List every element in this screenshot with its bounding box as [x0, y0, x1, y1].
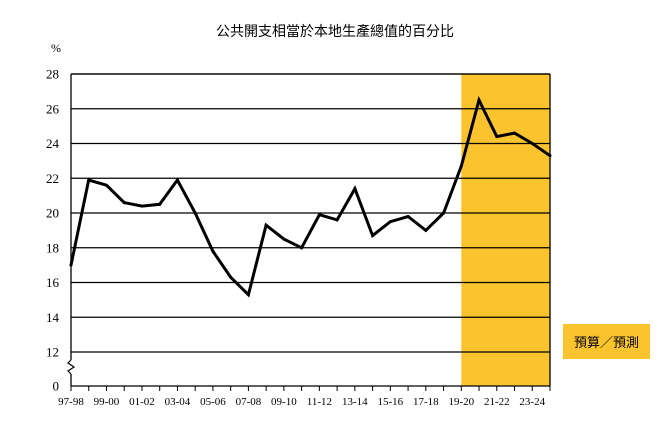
data-point [388, 220, 392, 224]
data-point [158, 202, 162, 206]
data-point [495, 135, 499, 139]
data-point [442, 211, 446, 215]
data-point [513, 131, 517, 135]
data-point [140, 204, 144, 208]
y-tick-label: 18 [46, 240, 59, 255]
data-point [353, 187, 357, 191]
data-point [87, 178, 91, 182]
data-point [530, 142, 534, 145]
chart-title: 公共開支相當於本地生產總值的百分比 [216, 24, 454, 40]
x-tick-label: 97-98 [58, 396, 84, 408]
y-tick-label: 14 [46, 310, 60, 325]
data-point [477, 98, 481, 102]
data-point [122, 201, 126, 205]
data-point [371, 234, 375, 238]
forecast-band [461, 74, 550, 386]
x-tick-label: 99-00 [94, 396, 120, 408]
y-tick-label: 16 [46, 275, 60, 290]
y-tick-label: 20 [46, 206, 59, 221]
x-tick-label: 09-10 [271, 396, 297, 408]
data-point [211, 249, 215, 253]
data-point [229, 275, 233, 279]
data-point [104, 183, 108, 187]
y-tick-label: 28 [46, 67, 59, 82]
data-point [282, 237, 286, 241]
forecast-legend: 預算／預測 [563, 324, 650, 359]
y-axis-label: % [51, 41, 61, 55]
x-tick-label: 13-14 [342, 396, 368, 408]
x-tick-label: 01-02 [129, 396, 155, 408]
series-line [69, 95, 551, 298]
data-point [335, 218, 339, 222]
data-point [317, 213, 321, 217]
x-tick-label: 03-04 [165, 396, 191, 408]
x-tick-label: 05-06 [200, 396, 226, 408]
data-point [193, 211, 197, 215]
x-tick-label: 21-22 [484, 396, 510, 408]
data-point [264, 223, 268, 227]
y-tick-label: 24 [46, 136, 60, 151]
x-tick-label: 19-20 [448, 396, 474, 408]
legend-label: 預算／預測 [573, 336, 639, 351]
data-point [300, 246, 304, 250]
data-point [246, 293, 250, 297]
y-tick-label: 26 [46, 101, 60, 116]
x-tick-label: 15-16 [377, 396, 403, 408]
data-point [406, 214, 410, 218]
x-tick-label: 17-18 [413, 396, 439, 408]
data-point [459, 164, 463, 168]
data-point [175, 178, 179, 182]
x-tick-label: 23-24 [519, 396, 545, 408]
y-tick-label: 22 [46, 171, 59, 186]
x-tick-label: 11-12 [307, 396, 332, 408]
y-axis-break [67, 359, 76, 375]
data-point [69, 263, 73, 267]
data-point [424, 228, 428, 232]
data-point [548, 154, 552, 158]
y-tick-label: 12 [46, 345, 59, 360]
x-tick-label: 07-08 [236, 396, 262, 408]
y-tick-label: 0 [53, 379, 60, 394]
